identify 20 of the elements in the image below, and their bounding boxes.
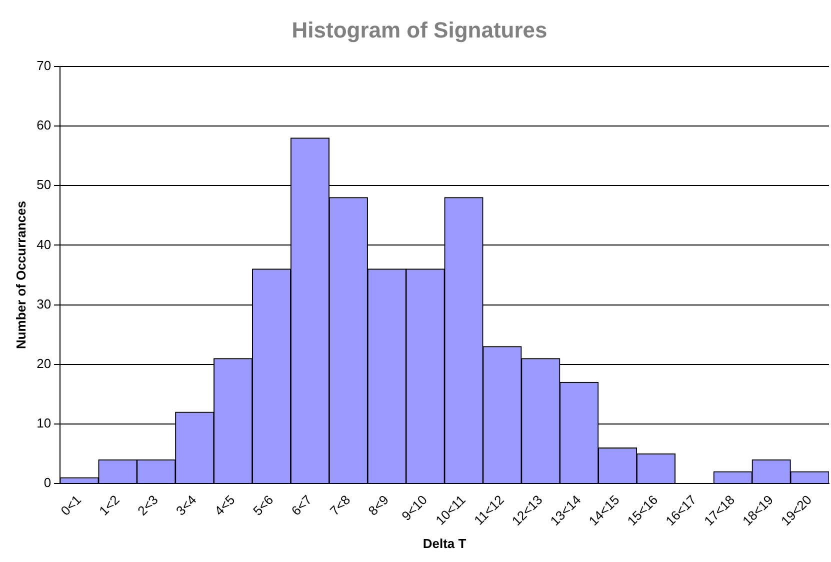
y-tick-label: 40 [36,236,52,252]
y-tick-label: 50 [36,177,52,192]
x-tick-label: 7<8 [326,492,354,518]
y-tick-label: 30 [36,296,52,312]
x-axis-title: Delta T [422,536,466,551]
y-tick-label: 10 [36,416,52,431]
y-tick-label: 20 [36,356,52,371]
y-tick-label: 60 [36,118,52,133]
x-tick-label: 0<1 [58,492,84,518]
x-tick-label: 3<4 [173,492,200,518]
x-tick-label: 5<6 [250,492,276,518]
y-tick-label: 70 [36,58,52,73]
x-tick-label: 2<3 [134,492,161,518]
y-axis-title: Number of Occurrances [13,200,28,350]
x-tick-label: 4<5 [212,492,238,518]
chart-title: Histogram of Signatures [292,17,548,42]
x-tick-label: 6<7 [288,492,315,518]
x-tick-label: 8<9 [365,492,392,518]
x-tick-label: 1<2 [96,492,122,518]
y-tick-label: 0 [44,475,52,490]
